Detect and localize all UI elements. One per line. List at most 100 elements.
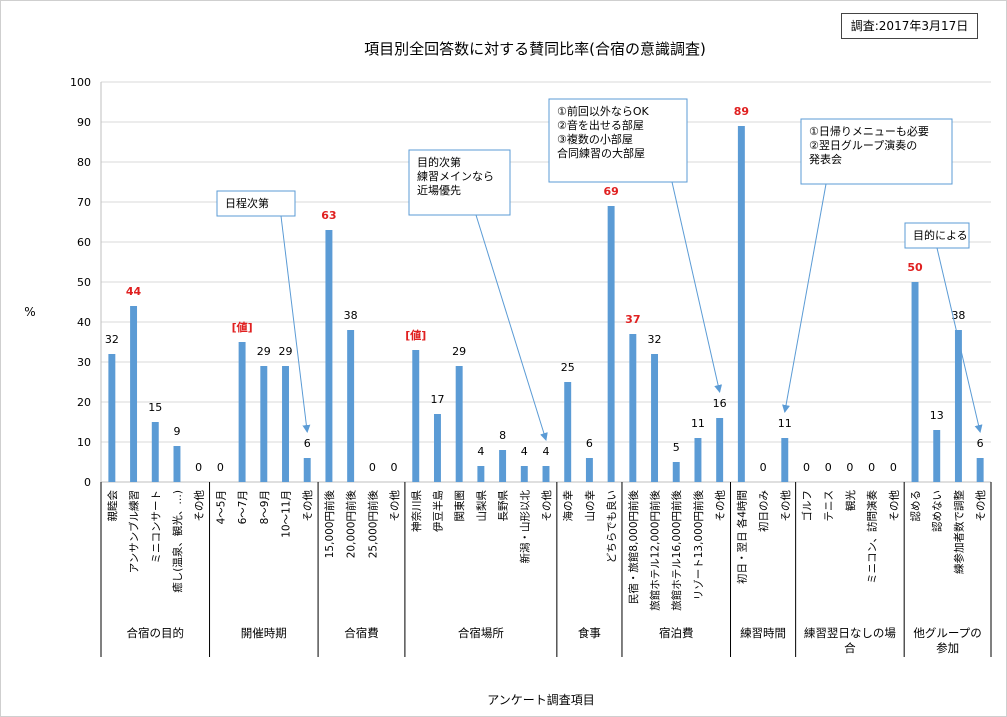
category-label: 山梨県 — [475, 490, 488, 522]
data-label: 11 — [691, 417, 705, 430]
data-label: 0 — [825, 461, 832, 474]
callout-text: 日程次第 — [225, 196, 269, 210]
category-label: 10～11月 — [281, 490, 293, 538]
group-label: 合宿の目的 — [127, 626, 185, 640]
data-label: 69 — [603, 185, 618, 198]
callout-text: ①前回以外ならOK — [557, 104, 650, 118]
callout-box — [548, 98, 688, 183]
data-label: 29 — [257, 345, 271, 358]
data-label: 38 — [951, 309, 965, 322]
bar — [412, 350, 420, 482]
callout-arrow — [782, 183, 827, 413]
bar — [108, 354, 116, 482]
category-label: その他 — [779, 490, 792, 522]
bar — [433, 414, 441, 482]
bar — [542, 466, 550, 482]
category-label: その他 — [540, 490, 553, 522]
category-label: 25,000円前後 — [366, 490, 379, 559]
y-tick-label: 90 — [77, 116, 91, 129]
category-label: テニス — [823, 490, 835, 522]
category-label: 海の幸 — [562, 490, 575, 522]
bar — [737, 126, 745, 482]
data-label: 6 — [977, 437, 984, 450]
callout-arrow — [671, 181, 723, 393]
category-label: 山の幸 — [584, 490, 596, 522]
bar — [303, 458, 311, 482]
callout-arrow — [936, 247, 983, 433]
callout-text: ②音を出せる部屋 — [557, 118, 644, 132]
callout-box — [408, 149, 511, 216]
group-label: 合宿場所 — [458, 626, 504, 640]
category-label: 長野県 — [498, 490, 510, 522]
data-label: 15 — [148, 401, 162, 414]
category-label: 関東圏 — [453, 490, 466, 522]
category-label: 認める — [909, 490, 922, 522]
category-label: どちらでも良い — [605, 490, 618, 563]
bar — [954, 330, 962, 482]
bar — [607, 206, 615, 482]
data-label: 0 — [803, 461, 810, 474]
group-label: 練習時間 — [740, 626, 786, 640]
bar — [585, 458, 593, 482]
group-label: 合 — [844, 641, 856, 655]
callout-text: ①日帰りメニューも必要 — [809, 125, 929, 138]
y-tick-label: 100 — [70, 76, 91, 89]
bar — [911, 282, 919, 482]
data-label: 13 — [930, 409, 944, 422]
data-label: 4 — [477, 445, 484, 458]
data-label: 0 — [369, 461, 376, 474]
callout-text: 発表会 — [809, 152, 842, 166]
bar — [694, 438, 702, 482]
category-label: 4～5月 — [215, 490, 227, 524]
bar — [520, 466, 528, 482]
category-label: 20,000円前後 — [345, 490, 358, 559]
category-label: 民宿・旅館8,000円前後 — [627, 490, 640, 605]
survey-date-box: 調査:2017年3月17日 — [841, 13, 978, 39]
category-label: 8～9月 — [259, 490, 271, 524]
callout-arrow — [475, 214, 548, 441]
bar — [130, 306, 138, 482]
data-label: 17 — [430, 393, 444, 406]
y-axis-label: % — [24, 305, 35, 319]
y-tick-label: 10 — [77, 436, 91, 449]
category-label: 初日・翌日 各4時間 — [735, 490, 748, 584]
bar — [781, 438, 789, 482]
data-label: 0 — [391, 461, 398, 474]
y-tick-label: 40 — [77, 316, 91, 329]
data-label: 32 — [648, 333, 662, 346]
category-label: アンサンブル練習 — [128, 490, 141, 573]
bar — [282, 366, 289, 482]
bar — [499, 450, 507, 482]
data-label: 29 — [452, 345, 466, 358]
category-label: 神奈川県 — [410, 490, 423, 532]
category-label: 観光 — [844, 490, 857, 511]
category-label: 6～7月 — [237, 490, 249, 524]
data-label: 50 — [907, 261, 923, 274]
data-label: 38 — [344, 309, 358, 322]
callout-box — [800, 118, 953, 185]
chart-title: 項目別全回答数に対する賛同比率(合宿の意識調査) — [364, 40, 706, 58]
data-label: [値] — [232, 320, 253, 334]
y-tick-label: 0 — [84, 476, 91, 489]
callout-text: ②翌日グループ演奏の — [809, 138, 917, 152]
category-label: 新潟・山形以北 — [518, 490, 531, 564]
bar — [933, 430, 941, 482]
category-label: 旅館ホテル16,000円前後 — [670, 490, 683, 611]
data-label: 0 — [217, 461, 224, 474]
bar — [173, 446, 181, 482]
data-label: 0 — [760, 461, 767, 474]
data-label: 11 — [778, 417, 792, 430]
y-tick-label: 30 — [77, 356, 91, 369]
bar — [651, 354, 659, 482]
bar — [672, 462, 680, 482]
bar — [238, 342, 246, 482]
callout-text: 目的次第 — [417, 155, 461, 169]
category-label: ゴルフ — [800, 490, 813, 522]
y-tick-label: 70 — [77, 196, 91, 209]
bar — [325, 230, 333, 482]
category-label: その他 — [714, 490, 727, 522]
group-label: 合宿費 — [344, 626, 379, 640]
bar — [347, 330, 355, 482]
data-label: 9 — [173, 425, 180, 438]
